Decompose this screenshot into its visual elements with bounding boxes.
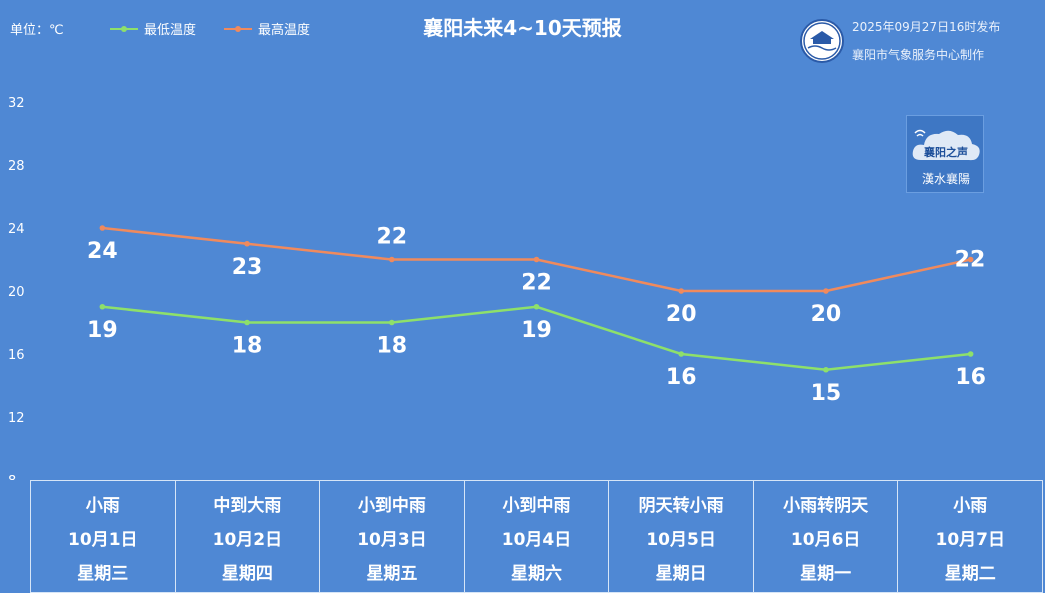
badge-bottom-text: 漢水襄陽 bbox=[921, 172, 970, 186]
temperature-chart: 8 12 16 20 24 28 32 19 18 18 19 16 15 16 24 23 22 22 20 20 2… bbox=[8, 96, 986, 480]
forecast-weather: 小到中雨 bbox=[357, 496, 426, 517]
legend-high: 最高温度 bbox=[224, 19, 310, 38]
forecast-weekday: 星期六 bbox=[511, 563, 563, 584]
forecast-date: 10月4日 bbox=[501, 529, 572, 550]
low-temp-point bbox=[823, 366, 829, 373]
forecast-weather: 阴天转小雨 bbox=[638, 496, 724, 517]
forecast-weekday: 星期三 bbox=[77, 563, 129, 584]
y-tick-label: 28 bbox=[8, 159, 25, 174]
y-tick-label: 32 bbox=[8, 96, 25, 111]
unit-label: 单位：℃ bbox=[10, 23, 64, 38]
forecast-date: 10月5日 bbox=[646, 529, 716, 550]
high-temp-label: 23 bbox=[232, 255, 263, 280]
forecast-date: 10月2日 bbox=[212, 529, 283, 550]
low-temp-label: 16 bbox=[666, 365, 697, 390]
high-temp-label: 24 bbox=[87, 239, 118, 264]
legend-high-label: 最高温度 bbox=[258, 23, 311, 38]
badge-cloud-text: 襄阳之声 bbox=[924, 146, 968, 159]
y-tick-label: 8 bbox=[8, 474, 16, 480]
forecast-weekday: 星期四 bbox=[221, 563, 273, 584]
publish-time: 2025年09月27日16时发布 bbox=[852, 20, 1001, 34]
high-temp-point bbox=[99, 225, 106, 231]
high-temp-label: 22 bbox=[521, 271, 552, 296]
forecast-date: 10月1日 bbox=[68, 529, 138, 550]
forecast-day: 阴天转小雨 10月5日星期日 bbox=[609, 481, 754, 592]
high-temp-label: 20 bbox=[666, 302, 697, 327]
legend-low: 最低温度 bbox=[110, 19, 196, 38]
forecast-day: 中到大雨 10月2日星期四 bbox=[176, 481, 321, 592]
forecast-day: 小雨 10月1日星期三 bbox=[31, 481, 176, 592]
forecast-date: 10月7日 bbox=[935, 529, 1006, 550]
xiangyang-voice-badge: 襄阳之声 漢水襄陽 bbox=[906, 115, 984, 193]
high-temp-label: 20 bbox=[811, 302, 842, 327]
low-temp-label: 18 bbox=[376, 334, 407, 359]
y-tick-label: 12 bbox=[8, 411, 25, 426]
legend-high-swatch bbox=[224, 25, 252, 32]
forecast-weekday: 星期五 bbox=[366, 563, 418, 584]
seal-emblem-icon bbox=[803, 22, 841, 60]
forecast-weekday: 星期一 bbox=[800, 563, 852, 584]
low-temp-point bbox=[967, 351, 974, 357]
low-temp-point bbox=[678, 351, 685, 357]
low-temp-label: 16 bbox=[955, 365, 986, 390]
legend-low-label: 最低温度 bbox=[144, 23, 197, 38]
low-temp-label: 15 bbox=[811, 381, 842, 406]
forecast-day: 小雨转阴天 10月6日星期一 bbox=[754, 481, 899, 592]
forecast-weather: 小雨转阴天 bbox=[783, 496, 869, 517]
high-temp-point bbox=[678, 288, 685, 294]
low-temp-point bbox=[533, 303, 540, 310]
y-tick-label: 20 bbox=[8, 285, 25, 300]
high-temp-point bbox=[533, 256, 540, 263]
high-temp-point bbox=[967, 256, 974, 263]
forecast-table: 小雨 10月1日星期三 中到大雨 10月2日星期四 小到中雨 10月3日星期五 小到中雨 10… bbox=[30, 480, 1043, 593]
forecast-weekday: 星期日 bbox=[655, 563, 707, 584]
high-temp-label: 22 bbox=[376, 225, 407, 250]
y-tick-label: 16 bbox=[8, 348, 25, 363]
low-temp-label: 18 bbox=[232, 334, 263, 359]
low-temp-point bbox=[244, 319, 250, 326]
forecast-weather: 小到中雨 bbox=[502, 496, 571, 517]
forecast-date: 10月3日 bbox=[357, 529, 427, 550]
forecast-date: 10月6日 bbox=[790, 529, 861, 550]
forecast-day: 小到中雨 10月3日星期五 bbox=[320, 481, 465, 592]
legend-low-swatch bbox=[110, 25, 138, 32]
forecast-weather: 中到大雨 bbox=[213, 496, 282, 517]
chart-title: 襄阳未来4~10天预报 bbox=[423, 16, 622, 40]
forecast-day: 小雨 10月7日星期二 bbox=[898, 481, 1042, 592]
y-tick-label: 24 bbox=[8, 222, 25, 237]
low-temp-label: 19 bbox=[87, 318, 118, 343]
forecast-day: 小到中雨 10月4日星期六 bbox=[465, 481, 610, 592]
low-temp-label: 19 bbox=[521, 318, 552, 343]
low-temp-point bbox=[388, 319, 395, 326]
producer: 襄阳市气象服务中心制作 bbox=[852, 48, 985, 62]
cloud-icon bbox=[912, 129, 980, 161]
weather-service-seal bbox=[800, 19, 844, 63]
high-temp-point bbox=[244, 240, 250, 247]
forecast-weekday: 星期二 bbox=[944, 563, 996, 584]
high-temp-point bbox=[823, 288, 829, 294]
forecast-weather: 小雨 bbox=[85, 496, 120, 517]
high-temp-label: 22 bbox=[955, 248, 986, 273]
forecast-weather: 小雨 bbox=[953, 496, 988, 517]
high-temp-point bbox=[388, 256, 395, 263]
low-temp-point bbox=[99, 303, 106, 310]
